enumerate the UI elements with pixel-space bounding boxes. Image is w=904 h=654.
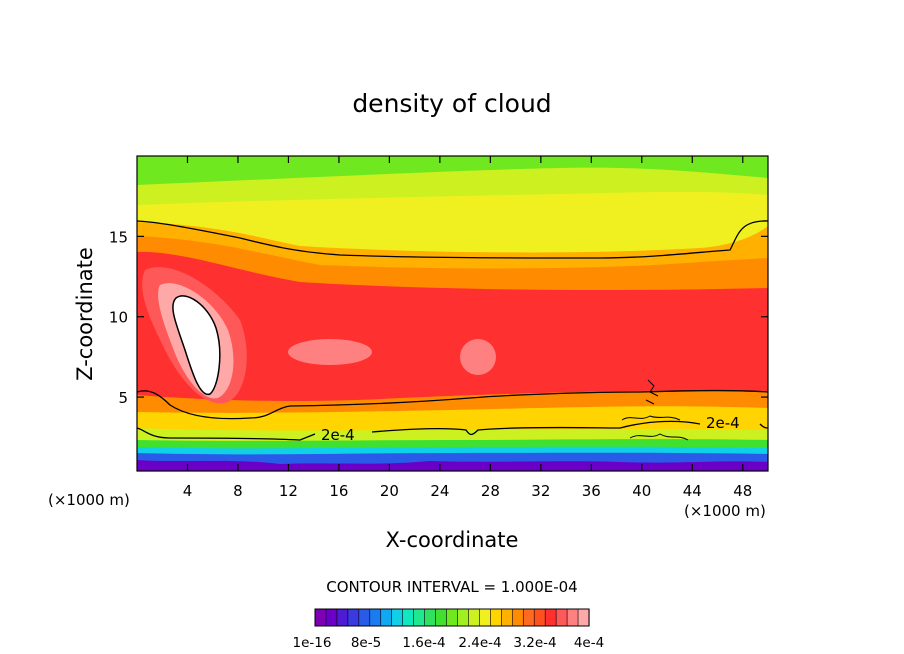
colorbar-label: 1.6e-4 <box>402 635 445 651</box>
x-tick-label: 44 <box>683 482 702 500</box>
band-red <box>137 251 768 412</box>
y-tick-label: 10 <box>109 309 128 327</box>
core-pink-right <box>288 339 372 365</box>
x-tick-label: 24 <box>430 482 449 500</box>
x-tick-label: 36 <box>582 482 601 500</box>
colorbar-swatch <box>479 608 491 627</box>
band-purple-low <box>137 460 768 471</box>
x-tick-label: 40 <box>632 482 651 500</box>
plot-frame <box>136 155 769 472</box>
band-yellow-top <box>137 191 768 260</box>
plot-area: 2e-4 2e-4 <box>137 156 768 471</box>
colorbar-swatch <box>424 608 437 627</box>
colorbar-labels: 1e-16 8e-5 1.6e-4 2.4e-4 3.2e-4 4e-4 <box>293 635 605 651</box>
x-tick-label: 12 <box>279 482 298 500</box>
x-tick-label: 8 <box>233 482 243 500</box>
colorbar-swatch <box>435 608 448 627</box>
colorbar-swatch <box>577 608 590 627</box>
x-tick-label: 48 <box>733 482 752 500</box>
x-tick-label: 28 <box>481 482 500 500</box>
colorbar-swatch <box>314 608 327 627</box>
colorbar-label: 8e-5 <box>351 635 381 651</box>
colorbar-label: 2.4e-4 <box>458 635 501 651</box>
colorbar-swatch <box>380 608 393 627</box>
x-axis: 4 8 12 16 20 24 28 32 36 40 44 48 <box>183 156 752 500</box>
colorbar-swatch <box>555 608 568 627</box>
contour-interval-text: CONTOUR INTERVAL = 1.000E-04 <box>326 578 577 596</box>
colorbar-swatch <box>336 608 349 627</box>
colorbar-frame <box>314 608 590 627</box>
colorbar-swatch <box>358 608 371 627</box>
colorbar-swatch <box>490 608 502 627</box>
colorbar-swatch <box>533 608 546 627</box>
colorbar-label: 4e-4 <box>574 635 604 651</box>
colorbar-swatch <box>347 608 360 627</box>
y-axis: 5 10 15 <box>109 228 768 407</box>
colorbar-swatch <box>457 608 470 627</box>
colorbar <box>314 608 590 627</box>
colorbar-label: 1e-16 <box>293 635 332 651</box>
y-tick-label: 15 <box>109 228 128 246</box>
x-tick-label: 4 <box>183 482 193 500</box>
contour-line-middle <box>137 389 768 420</box>
x-tick-label: 16 <box>329 482 348 500</box>
x-tick-label: 32 <box>531 482 550 500</box>
core-white <box>172 295 221 395</box>
colorbar-swatch <box>522 608 535 627</box>
colorbar-swatch <box>511 608 524 627</box>
colorbar-swatch <box>501 608 513 627</box>
y-axis-label: Z-coordinate <box>73 247 97 381</box>
colorbar-swatch <box>446 608 459 627</box>
x-unit-left: (×1000 m) <box>48 491 130 509</box>
colorbar-swatch <box>468 608 481 627</box>
colorbar-swatch <box>325 608 338 627</box>
colorbar-label: 3.2e-4 <box>513 635 556 651</box>
colorbar-swatch <box>391 608 404 627</box>
colorbar-swatch <box>402 608 415 627</box>
x-axis-label: X-coordinate <box>386 528 519 552</box>
contour-line-upper <box>137 220 768 259</box>
core-pink-mid <box>460 339 496 375</box>
x-unit-right: (×1000 m) <box>684 502 766 520</box>
colorbar-swatch <box>544 608 557 627</box>
colorbar-swatch <box>369 608 382 627</box>
colorbar-swatch <box>413 608 426 627</box>
chart-title: density of cloud <box>352 89 551 118</box>
y-tick-label: 5 <box>118 389 128 407</box>
contour-label-right: 2e-4 <box>706 414 740 432</box>
contour-label-left: 2e-4 <box>321 426 355 444</box>
contour-noise <box>621 379 689 441</box>
x-tick-label: 20 <box>380 482 399 500</box>
colorbar-swatch <box>566 608 579 627</box>
